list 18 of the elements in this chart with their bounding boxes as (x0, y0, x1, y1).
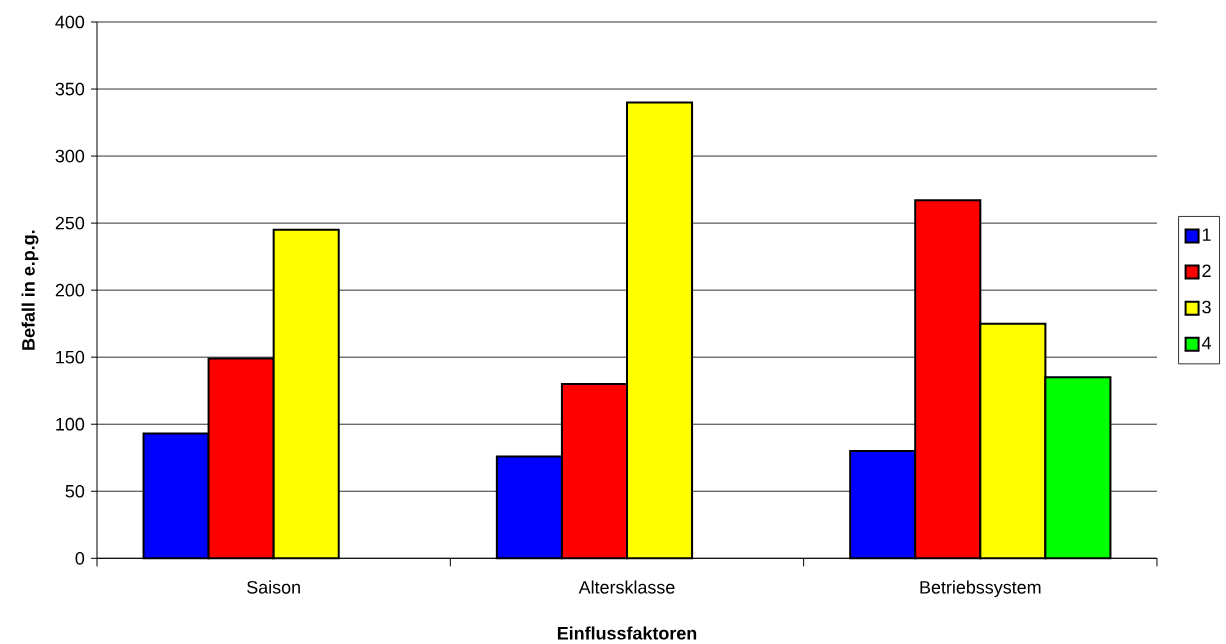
y-tick-label: 200 (55, 283, 85, 297)
y-axis-title: Befall in e.p.g. (21, 230, 39, 350)
y-tick-label: 300 (55, 149, 85, 163)
y-tick-label: 150 (56, 350, 85, 364)
legend-label: 3 (1202, 300, 1211, 314)
y-tick-label: 400 (55, 15, 85, 29)
x-axis-title: Einflussfaktoren (557, 626, 697, 640)
x-tick-label: Saison (247, 580, 300, 594)
legend-label: 2 (1202, 264, 1211, 277)
y-tick-label: 250 (55, 216, 85, 230)
x-tick-label: Altersklasse (578, 580, 675, 594)
y-tick-label: 0 (75, 551, 85, 565)
y-tick-label: 50 (65, 484, 85, 498)
y-tick-label: 350 (55, 82, 85, 96)
y-tick-label: 100 (56, 417, 85, 431)
legend-label: 4 (1201, 336, 1212, 350)
x-tick-label: Betriebssystem (920, 580, 1041, 598)
legend-label: 1 (1202, 228, 1211, 241)
